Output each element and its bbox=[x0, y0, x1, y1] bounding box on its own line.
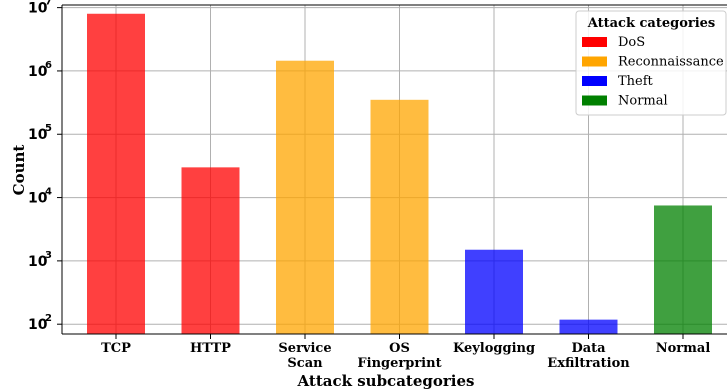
x-tick-label: Keylogging bbox=[453, 341, 535, 356]
x-tick-label-line: Fingerprint bbox=[357, 356, 441, 371]
legend-label-dos: DoS bbox=[618, 35, 645, 50]
legend-label-reconnaissance: Reconnaissance bbox=[618, 55, 724, 70]
y-tick-label: 10 bbox=[28, 254, 48, 270]
y-tick-exponent: 6 bbox=[45, 60, 52, 71]
bar-tcp bbox=[87, 13, 145, 335]
x-axis-title: Attack subcategories bbox=[297, 372, 475, 390]
legend-swatch-theft bbox=[582, 76, 607, 86]
bar-normal bbox=[654, 205, 712, 334]
legend-swatch-normal bbox=[582, 95, 607, 106]
legend-title: Attack categories bbox=[587, 16, 716, 31]
bar-keylogging bbox=[465, 249, 523, 334]
legend-label-normal: Normal bbox=[618, 94, 668, 109]
y-tick-exponent: 3 bbox=[45, 250, 52, 261]
y-tick-exponent: 2 bbox=[45, 313, 52, 324]
x-tick-label-line: HTTP bbox=[190, 341, 231, 356]
legend-swatch-dos bbox=[582, 37, 607, 47]
x-tick-label: Data Exfiltration bbox=[547, 341, 630, 371]
legend-swatch-reconnaissance bbox=[582, 56, 607, 67]
x-tick-label-line: Normal bbox=[656, 341, 711, 356]
y-tick-exponent: 4 bbox=[45, 187, 52, 198]
y-tick-label: 10 bbox=[28, 64, 48, 80]
legend-label-theft: Theft bbox=[618, 74, 654, 89]
x-tick-label-line: Data bbox=[571, 341, 606, 356]
x-tick-label: HTTP bbox=[190, 341, 231, 356]
y-axis-title: Count bbox=[10, 145, 28, 196]
x-tick-label: TCP bbox=[101, 341, 131, 356]
y-tick-label: 10 bbox=[28, 317, 48, 333]
bars bbox=[87, 13, 712, 335]
x-tick-label: Normal bbox=[656, 341, 711, 356]
y-tick-label: 10 bbox=[28, 191, 48, 207]
bar-os-fingerprint bbox=[370, 99, 429, 335]
x-tick-label: Service Scan bbox=[278, 341, 331, 371]
x-tick-label-line: Scan bbox=[287, 356, 323, 371]
legend-box bbox=[575, 10, 727, 116]
bar-http bbox=[181, 167, 240, 334]
x-tick-label-line: Service bbox=[278, 341, 331, 356]
y-tick-label: 10 bbox=[28, 1, 48, 17]
x-tick-label-line: Exfiltration bbox=[547, 356, 630, 371]
y-tick-exponent: 7 bbox=[45, 0, 52, 8]
bar-service-scan bbox=[276, 60, 334, 334]
y-tick-label: 10 bbox=[28, 127, 48, 143]
legend: Attack categories DoS Reconnaissance Theft… bbox=[575, 10, 727, 116]
x-tick-labels: TCP HTTP Service Scan OS Fingerprint Keyloggin… bbox=[101, 341, 710, 371]
bar-data-exfiltration bbox=[559, 319, 618, 334]
x-tick-label-line: TCP bbox=[101, 341, 131, 356]
axes bbox=[57, 4, 727, 339]
x-tick-label-line: OS bbox=[389, 341, 410, 356]
x-tick-label: OS Fingerprint bbox=[357, 341, 441, 371]
y-tick-exponent: 5 bbox=[45, 123, 52, 134]
x-tick-label-line: Keylogging bbox=[453, 341, 535, 356]
